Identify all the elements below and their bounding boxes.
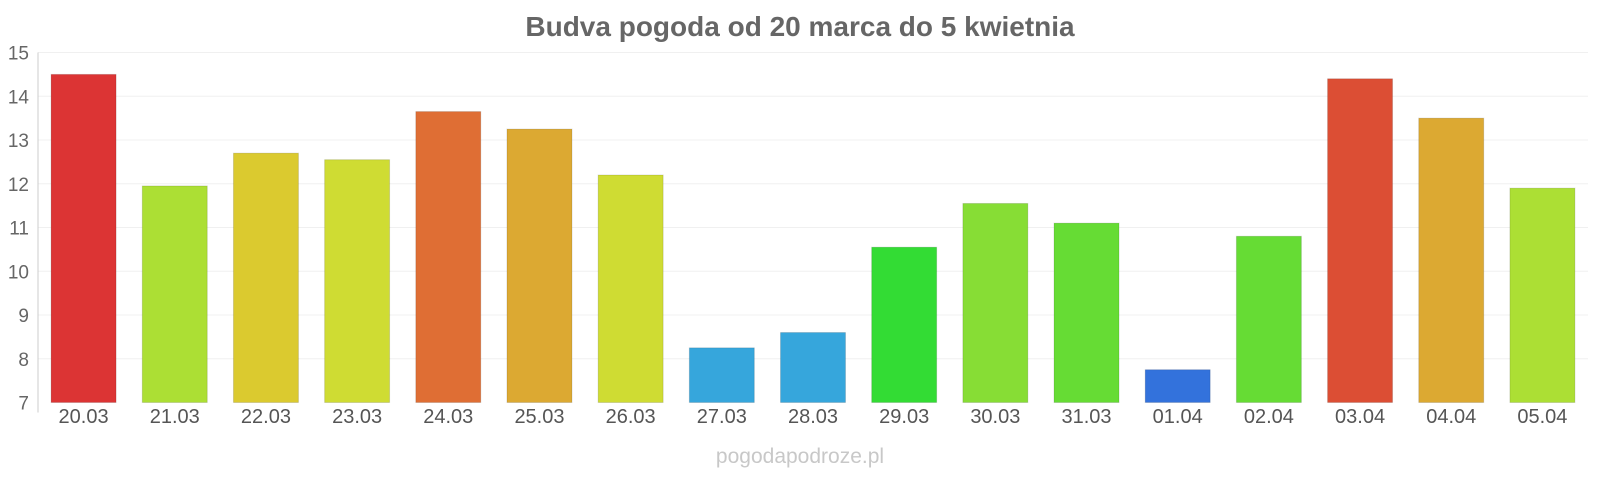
bar-27.03[interactable]: [688, 347, 755, 403]
bar-02.04[interactable]: [1235, 235, 1302, 403]
y-tick-label: 15: [8, 44, 29, 65]
bar-04.04[interactable]: [1418, 117, 1485, 403]
x-tick-label: 25.03: [514, 406, 564, 428]
bar-28.03[interactable]: [780, 332, 846, 403]
x-tick-label: 26.03: [606, 406, 656, 428]
x-tick-label: 27.03: [697, 406, 747, 428]
bar-03.04[interactable]: [1327, 78, 1394, 403]
x-tick-label: 20.03: [59, 406, 109, 428]
y-tick-label: 8: [18, 350, 29, 371]
x-tick-label: 29.03: [879, 406, 929, 428]
bar-21.03[interactable]: [141, 185, 208, 403]
bar-20.03[interactable]: [50, 73, 117, 403]
x-axis-labels: 20.03 21.03 22.03 23.03 24.03 25.03 26.03 27.03…: [59, 406, 1568, 428]
x-tick-label: 05.04: [1517, 406, 1567, 428]
bar-22.03[interactable]: [232, 152, 299, 403]
y-tick-label: 10: [8, 262, 29, 283]
x-tick-label: 24.03: [423, 406, 473, 428]
bar-25.03[interactable]: [506, 128, 573, 403]
y-tick-label: 12: [8, 175, 29, 196]
bar-30.03[interactable]: [962, 202, 1029, 403]
y-tick-label: 9: [18, 306, 29, 327]
bar-26.03[interactable]: [597, 174, 664, 403]
x-tick-label: 30.03: [970, 406, 1020, 428]
bars: [50, 73, 1576, 403]
bar-01.04[interactable]: [1144, 369, 1211, 403]
x-tick-label: 31.03: [1061, 406, 1111, 428]
chart-title: Budva pogoda od 20 marca do 5 kwietnia: [525, 11, 1075, 42]
watermark-text: pogodapodroze.pl: [716, 445, 884, 468]
x-tick-label: 22.03: [241, 406, 291, 428]
x-tick-label: 03.04: [1335, 406, 1385, 428]
x-tick-label: 23.03: [332, 406, 382, 428]
y-tick-label: 11: [9, 219, 29, 240]
bar-31.03[interactable]: [1053, 222, 1120, 403]
bar-05.04[interactable]: [1509, 187, 1576, 403]
x-tick-label: 04.04: [1426, 406, 1476, 428]
x-tick-label: 02.04: [1244, 406, 1294, 428]
y-axis-ticks: 7 8 9 10 11 12 13 14 15: [8, 44, 30, 415]
x-tick-label: 21.03: [150, 406, 200, 428]
bar-23.03[interactable]: [324, 159, 391, 403]
y-tick-label: 13: [8, 131, 29, 152]
y-tick-label: 7: [18, 394, 29, 415]
y-tick-label: 14: [8, 87, 30, 108]
bar-24.03[interactable]: [415, 111, 482, 403]
x-tick-label: 28.03: [788, 406, 838, 428]
bar-29.03[interactable]: [871, 246, 938, 403]
x-tick-label: 01.04: [1153, 406, 1203, 428]
